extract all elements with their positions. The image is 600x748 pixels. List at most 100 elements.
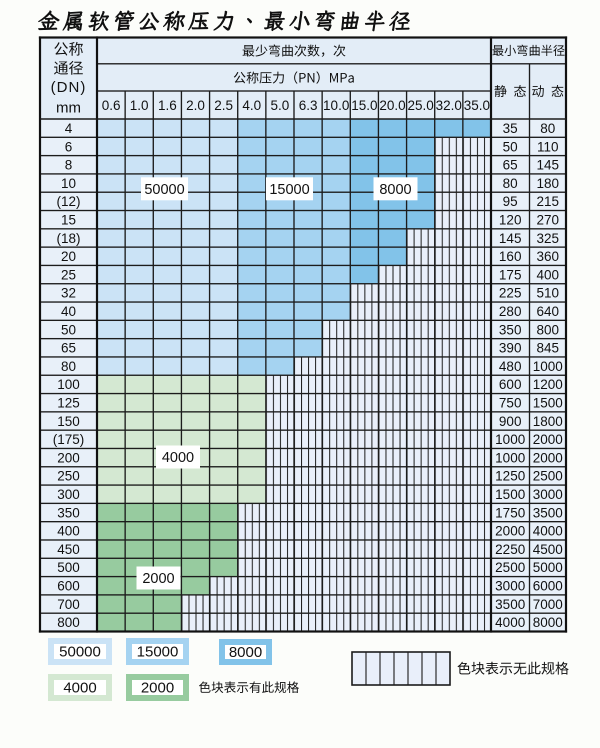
svg-text:3500: 3500 [533,505,563,520]
svg-text:4: 4 [65,121,73,136]
svg-text:mm: mm [56,100,81,117]
svg-text:8000: 8000 [379,182,411,198]
svg-text:1500: 1500 [495,487,525,502]
svg-text:5000: 5000 [533,560,563,575]
svg-text:500: 500 [57,560,80,575]
svg-text:145: 145 [537,158,560,173]
svg-text:800: 800 [537,322,560,337]
svg-text:100: 100 [57,377,80,392]
svg-text:6.3: 6.3 [299,98,318,113]
svg-text:4000: 4000 [162,450,194,466]
svg-text:15000: 15000 [269,182,309,198]
svg-text:10: 10 [61,176,76,191]
svg-text:50: 50 [61,322,76,337]
svg-text:1000: 1000 [495,432,525,447]
svg-text:1250: 1250 [495,469,525,484]
svg-text:160: 160 [499,249,522,264]
svg-text:250: 250 [57,469,80,484]
svg-text:4500: 4500 [533,542,563,557]
svg-text:280: 280 [499,304,522,319]
svg-text:8000: 8000 [229,644,262,661]
svg-text:640: 640 [537,304,560,319]
svg-text:2000: 2000 [141,680,174,697]
svg-text:360: 360 [537,249,560,264]
svg-text:80: 80 [540,121,555,136]
svg-text:150: 150 [57,414,80,429]
svg-text:25: 25 [61,267,76,282]
svg-text:95: 95 [503,194,518,209]
svg-text:(175): (175) [53,432,85,447]
svg-text:15: 15 [61,213,76,228]
svg-text:200: 200 [57,450,80,465]
svg-text:8000: 8000 [533,615,563,630]
svg-text:35.0: 35.0 [464,98,490,113]
svg-text:1.0: 1.0 [130,98,149,113]
svg-text:125: 125 [57,396,80,411]
svg-text:145: 145 [499,231,522,246]
svg-text:20: 20 [61,249,76,264]
svg-text:50000: 50000 [144,182,184,198]
svg-text:350: 350 [499,322,522,337]
svg-text:400: 400 [537,267,560,282]
svg-text:2.5: 2.5 [214,98,233,113]
svg-text:50000: 50000 [59,644,101,661]
svg-text:32: 32 [61,286,76,301]
svg-text:1200: 1200 [533,377,563,392]
svg-text:300: 300 [57,487,80,502]
svg-text:(DN): (DN) [51,79,87,96]
svg-text:2250: 2250 [495,542,525,557]
svg-text:390: 390 [499,341,522,356]
svg-text:4000: 4000 [63,680,96,697]
svg-text:1.6: 1.6 [158,98,177,113]
svg-text:8: 8 [65,158,73,173]
svg-text:110: 110 [537,139,559,154]
svg-text:1500: 1500 [533,396,563,411]
svg-text:3000: 3000 [533,487,563,502]
svg-text:7000: 7000 [533,597,563,612]
svg-text:180: 180 [537,176,560,191]
svg-text:2000: 2000 [495,524,525,539]
svg-text:1000: 1000 [495,450,525,465]
svg-text:225: 225 [499,286,522,301]
svg-text:20.0: 20.0 [379,98,405,113]
svg-text:325: 325 [537,231,560,246]
svg-text:1000: 1000 [533,359,563,374]
svg-text:3500: 3500 [495,597,525,612]
svg-text:270: 270 [537,213,560,228]
svg-text:1750: 1750 [495,505,525,520]
svg-text:80: 80 [503,176,518,191]
svg-text:6000: 6000 [533,579,563,594]
svg-text:15000: 15000 [137,644,179,661]
svg-text:4.0: 4.0 [242,98,261,113]
svg-text:600: 600 [499,377,522,392]
svg-text:35: 35 [503,121,518,136]
svg-text:700: 700 [57,597,80,612]
svg-text:80: 80 [61,359,76,374]
svg-text:900: 900 [499,414,522,429]
svg-text:6: 6 [65,139,73,154]
svg-text:32.0: 32.0 [436,98,462,113]
svg-text:50: 50 [503,139,518,154]
svg-text:4000: 4000 [495,615,525,630]
svg-text:(18): (18) [56,231,80,246]
svg-text:175: 175 [499,267,522,282]
svg-text:2500: 2500 [495,560,525,575]
svg-text:0.6: 0.6 [102,98,121,113]
svg-text:2.0: 2.0 [186,98,205,113]
svg-text:5.0: 5.0 [271,98,290,113]
svg-text:600: 600 [57,579,80,594]
svg-text:845: 845 [537,341,560,356]
svg-text:4000: 4000 [533,524,563,539]
svg-text:800: 800 [57,615,80,630]
svg-text:480: 480 [499,359,522,374]
svg-text:215: 215 [537,194,560,209]
svg-text:15.0: 15.0 [351,98,377,113]
svg-text:(12): (12) [56,194,80,209]
svg-text:65: 65 [503,158,518,173]
svg-text:350: 350 [57,505,80,520]
svg-text:3000: 3000 [495,579,525,594]
svg-text:2000: 2000 [533,432,563,447]
svg-text:10.0: 10.0 [323,98,349,113]
svg-text:120: 120 [499,213,522,228]
svg-text:2000: 2000 [142,571,174,587]
